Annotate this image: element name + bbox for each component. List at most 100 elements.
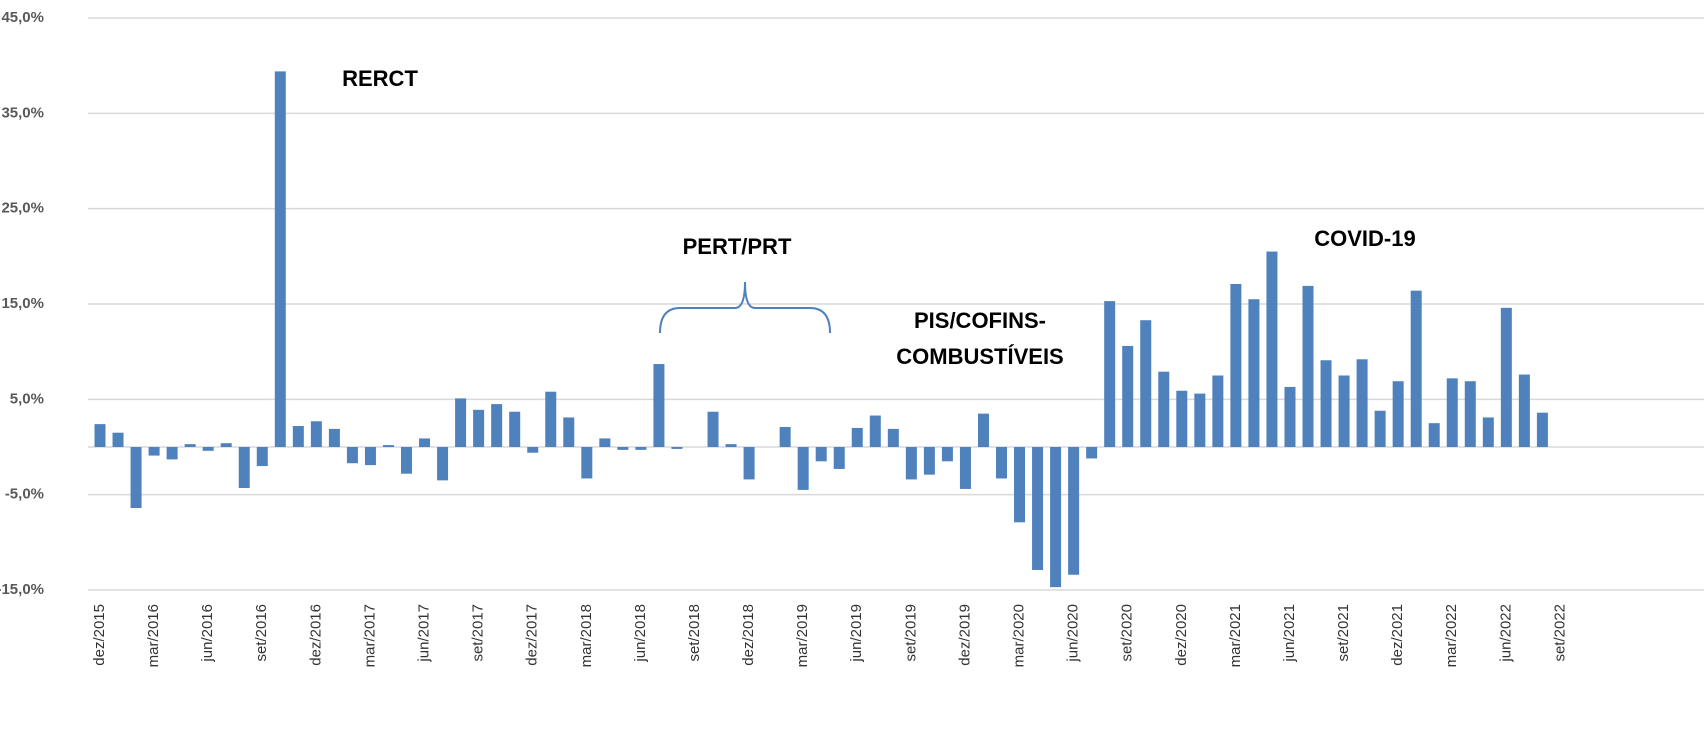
x-tick-label: mar/2020: [1010, 604, 1027, 667]
x-tick-label: dez/2018: [740, 604, 757, 666]
x-tick-label: set/2020: [1119, 604, 1136, 662]
x-tick-label: mar/2017: [361, 604, 378, 667]
bar: [1050, 447, 1062, 588]
bar: [545, 391, 557, 447]
y-tick-label: -15,0%: [0, 581, 44, 598]
x-tick-label: dez/2016: [307, 604, 324, 666]
bar: [1176, 390, 1188, 447]
bar: [419, 438, 431, 447]
x-tick-label: set/2022: [1551, 604, 1568, 662]
x-tick-label: mar/2022: [1443, 604, 1460, 667]
bar: [1356, 359, 1368, 447]
bar: [1194, 393, 1206, 447]
x-tick-label: mar/2019: [794, 604, 811, 667]
bar: [401, 447, 413, 474]
x-tick-label: set/2018: [686, 604, 703, 662]
x-tick-label: set/2021: [1335, 604, 1352, 662]
bar: [1428, 423, 1440, 447]
bar: [455, 398, 467, 447]
y-tick-label: 25,0%: [1, 200, 44, 217]
bar: [887, 428, 899, 447]
x-tick-label: mar/2018: [578, 604, 595, 667]
bar: [1266, 251, 1278, 447]
bar: [725, 444, 737, 447]
bar: [599, 438, 611, 447]
annotation: COVID-19: [1314, 226, 1415, 251]
x-tick-label: jun/2017: [416, 604, 433, 663]
annotation: PIS/COFINS-: [914, 308, 1046, 333]
bar: [184, 444, 196, 447]
y-tick-label: 45,0%: [1, 9, 44, 26]
brace: [659, 281, 831, 334]
annotation: PERT/PRT: [683, 234, 792, 259]
bar: [833, 447, 845, 469]
y-tick-label: 35,0%: [1, 104, 44, 121]
bar: [1122, 345, 1134, 447]
x-tick-label: jun/2022: [1497, 604, 1514, 663]
bar: [851, 427, 863, 447]
bar: [1104, 301, 1116, 447]
bar: [292, 426, 304, 447]
bar: [1032, 447, 1044, 570]
y-tick-label: -5,0%: [5, 486, 44, 503]
bar: [797, 447, 809, 490]
x-tick-label: mar/2016: [145, 604, 162, 667]
bar: [617, 447, 629, 450]
bar: [1338, 375, 1350, 447]
bar: [1374, 410, 1386, 447]
bar: [1068, 447, 1080, 575]
bar: [1086, 447, 1098, 459]
bar: [1410, 290, 1422, 447]
bar: [1482, 417, 1494, 447]
bar: [1158, 371, 1170, 447]
x-tick-label: dez/2017: [524, 604, 541, 666]
bar: [256, 447, 268, 467]
bar: [527, 447, 539, 453]
bar: [671, 447, 683, 449]
x-tick-label: dez/2021: [1389, 604, 1406, 666]
bar: [1518, 374, 1530, 447]
bar: [779, 426, 791, 447]
annotation: RERCT: [342, 66, 418, 91]
x-tick-label: set/2019: [902, 604, 919, 662]
bar: [635, 447, 647, 450]
bar: [1392, 381, 1404, 447]
bar: [94, 424, 106, 447]
bar: [1230, 283, 1242, 447]
bar: [1140, 320, 1152, 447]
bar: [869, 415, 881, 447]
bar: [1320, 360, 1332, 447]
bar: [1284, 386, 1296, 447]
bar: [1536, 412, 1548, 447]
bar: [1212, 375, 1224, 447]
bar: [328, 428, 340, 447]
x-tick-label: dez/2019: [956, 604, 973, 666]
bar: [491, 404, 503, 447]
bar: [707, 411, 719, 447]
bar: [346, 447, 358, 464]
x-tick-label: jun/2018: [632, 604, 649, 663]
bar: [238, 447, 250, 488]
bar: [905, 447, 917, 480]
bar: [653, 364, 665, 447]
bar: [437, 447, 449, 481]
x-tick-label: jun/2019: [848, 604, 865, 663]
bar: [959, 447, 971, 489]
x-tick-label: jun/2020: [1065, 604, 1082, 663]
bar: [202, 447, 214, 451]
x-tick-label: mar/2021: [1227, 604, 1244, 667]
bar: [130, 447, 142, 509]
bar: [1446, 378, 1458, 447]
bar: [743, 447, 755, 480]
x-tick-label: dez/2020: [1173, 604, 1190, 666]
bar: [1248, 299, 1260, 447]
annotation: COMBUSTÍVEIS: [896, 344, 1063, 369]
bar: [923, 447, 935, 475]
bar: [166, 447, 178, 460]
x-tick-label: jun/2016: [199, 604, 216, 663]
bar: [148, 447, 160, 456]
bar: [473, 409, 485, 447]
y-tick-label: 5,0%: [10, 390, 44, 407]
bar: [1500, 307, 1512, 447]
